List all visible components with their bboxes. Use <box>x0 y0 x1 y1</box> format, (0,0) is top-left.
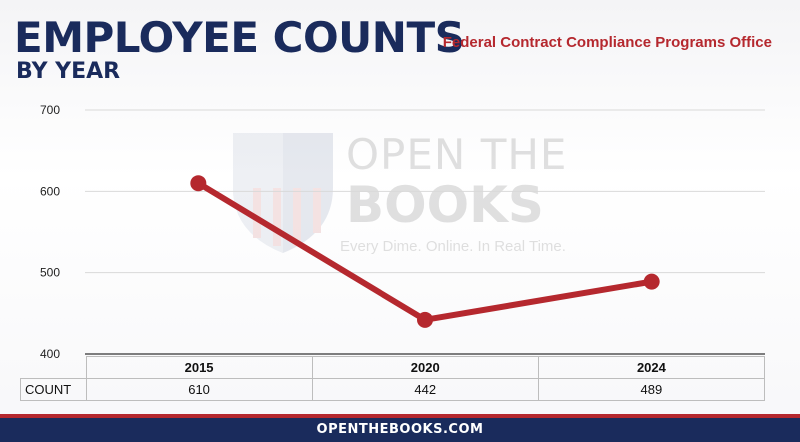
row-label: COUNT <box>20 378 87 401</box>
category-label: 2020 <box>311 356 539 379</box>
chart-title: EMPLOYEE COUNTS <box>14 13 465 62</box>
agency-name: Federal Contract Compliance Programs Off… <box>442 34 772 51</box>
watermark-tagline: Every Dime. Online. In Real Time. <box>340 238 566 255</box>
shield-icon <box>233 133 333 253</box>
watermark-line2: BOOKS <box>346 176 544 234</box>
table-header-row: 2015 2020 2024 <box>20 356 766 379</box>
chart-subtitle: BY YEAR <box>16 59 121 84</box>
watermark-line1: OPEN THE <box>346 130 568 179</box>
category-label: 2015 <box>85 356 313 379</box>
data-point <box>417 311 433 328</box>
category-label: 2024 <box>537 356 766 379</box>
table-cell: 442 <box>311 378 539 401</box>
watermark: OPEN THE BOOKS Every Dime. Online. In Re… <box>228 128 588 268</box>
y-tick-label: 700 <box>40 103 60 117</box>
y-tick-label: 500 <box>40 266 60 280</box>
data-point <box>190 175 207 192</box>
data-point <box>643 273 660 290</box>
table-cell: 489 <box>537 378 766 401</box>
table-row: COUNT 610 442 489 <box>20 378 766 401</box>
series-line <box>195 180 655 323</box>
footer-accent <box>0 414 800 418</box>
table-cell: 610 <box>85 378 313 401</box>
data-table: 2015 2020 2024 COUNT 610 442 489 <box>20 356 766 401</box>
table-corner <box>20 356 86 379</box>
y-tick-label: 600 <box>40 184 60 198</box>
footer-url: OPENTHEBOOKS.COM <box>0 418 800 442</box>
